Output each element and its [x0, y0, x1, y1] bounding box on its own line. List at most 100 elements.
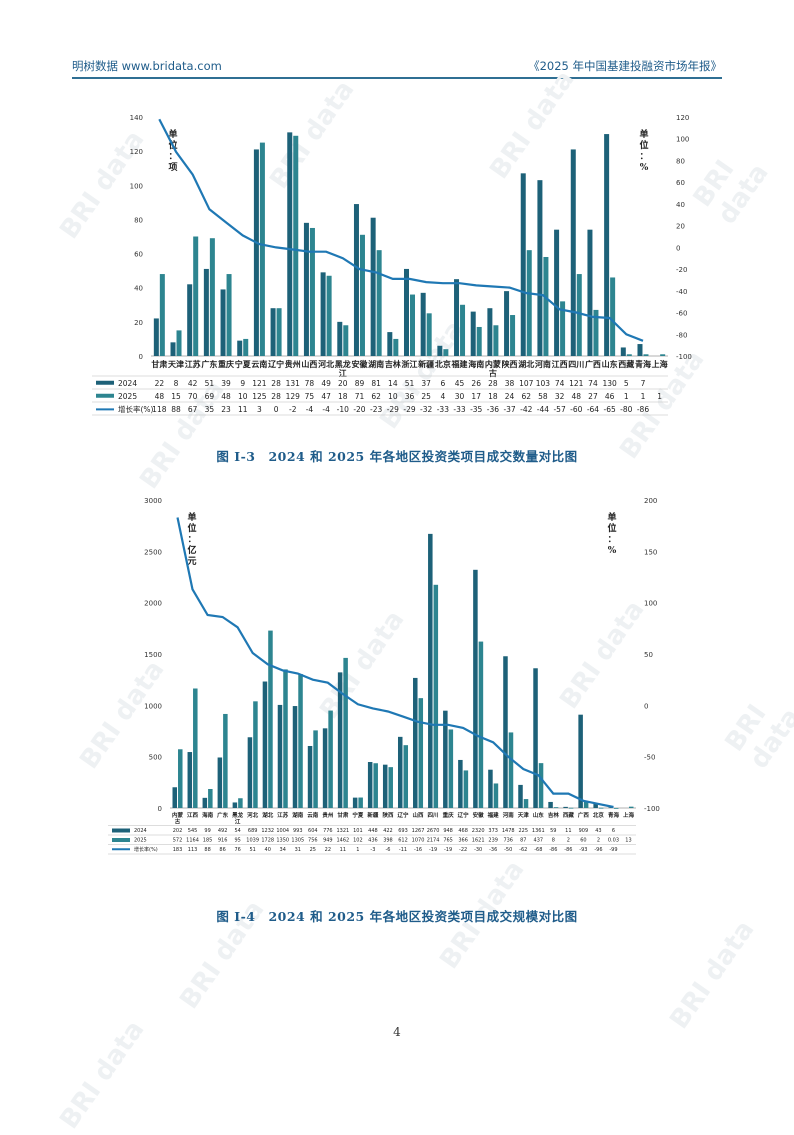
table-cell: 48 — [572, 392, 582, 401]
table-cell: -65 — [604, 405, 616, 414]
category-label: 西藏 — [563, 811, 575, 819]
category-label: 上海 — [623, 811, 635, 819]
bar-2024 — [153, 318, 159, 356]
category-label: 辽宁 — [268, 359, 284, 369]
table-cell: 31 — [295, 847, 301, 853]
bar-2024 — [217, 757, 223, 808]
table-cell: 572 — [173, 838, 183, 844]
bar-2025 — [410, 294, 416, 356]
bar-2025 — [433, 584, 439, 808]
bar-2025 — [593, 309, 599, 356]
bar-2024 — [287, 132, 293, 356]
table-cell: 51 — [405, 379, 415, 388]
table-cell: 8 — [552, 838, 555, 844]
table-cell: 448 — [368, 828, 378, 834]
table-cell: -36 — [489, 847, 497, 853]
table-cell: 48 — [155, 392, 165, 401]
category-label: 辽宁 — [458, 811, 470, 819]
bar-2024 — [593, 803, 598, 808]
table-cell: 76 — [234, 847, 240, 853]
bar-2024 — [454, 279, 460, 356]
y-tick-label: 40 — [134, 285, 143, 293]
bar-2024 — [303, 222, 309, 356]
bar-2025 — [613, 807, 619, 809]
y-tick-label: 2500 — [144, 548, 162, 556]
table-cell: -86 — [549, 847, 557, 853]
table-cell: 35 — [205, 405, 215, 414]
bar-2024 — [403, 268, 409, 356]
bar-2024 — [277, 704, 283, 808]
table-cell: -62 — [519, 847, 527, 853]
y-tick-label: 0 — [139, 353, 143, 361]
table-cell: -37 — [503, 405, 515, 414]
category-label: 湖南 — [368, 359, 384, 369]
category-label: 福建 — [451, 359, 469, 369]
category-label: 江苏 — [185, 359, 201, 369]
legend-label: 2024 — [134, 828, 147, 834]
table-cell: 36 — [405, 392, 415, 401]
table-cell: 11 — [238, 405, 248, 414]
table-cell: 51 — [205, 379, 215, 388]
table-cell: 25 — [421, 392, 431, 401]
table-cell: 1478 — [502, 828, 515, 834]
bar-2024 — [458, 759, 463, 808]
bar-2024 — [247, 737, 253, 808]
header-site: 明树数据 www.bridata.com — [72, 59, 222, 73]
category-label: 宁夏 — [235, 359, 252, 369]
category-label: 甘肃 — [337, 811, 349, 819]
table-cell: 10 — [238, 392, 248, 401]
y-tick-label: 120 — [130, 148, 143, 156]
table-cell: -30 — [474, 847, 482, 853]
bar-2025 — [238, 798, 243, 808]
table-cell: -22 — [459, 847, 467, 853]
bar-2024 — [203, 268, 209, 356]
bar-2024 — [397, 736, 403, 808]
bar-2025 — [343, 657, 348, 808]
table-cell: 45 — [455, 379, 465, 388]
category-label: 广东 — [201, 359, 217, 369]
bar-2025 — [259, 142, 265, 356]
category-label: 黑龙江 — [232, 811, 244, 826]
category-label: 陕西 — [382, 811, 394, 819]
category-label: 江西 — [552, 359, 568, 369]
y2-axis-label-char: % — [640, 163, 649, 173]
table-cell: 366 — [458, 838, 468, 844]
category-label: 山西 — [413, 811, 425, 819]
table-cell: 916 — [218, 838, 228, 844]
bar-2024 — [413, 677, 418, 808]
y-tick-label: 1500 — [144, 651, 162, 659]
table-cell: 75 — [305, 392, 315, 401]
table-cell: -3 — [370, 847, 375, 853]
category-label: 湖北 — [518, 359, 534, 369]
bar-2024 — [237, 340, 243, 356]
table-cell: 28 — [271, 379, 281, 388]
bar-2025 — [226, 274, 232, 356]
bar-2025 — [560, 301, 566, 356]
table-cell: 95 — [234, 838, 240, 844]
table-cell: -80 — [620, 405, 632, 414]
table-cell: 48 — [221, 392, 231, 401]
y2-axis-label-char: 位 — [639, 139, 648, 151]
table-cell: 1004 — [276, 828, 289, 834]
bar-2025 — [328, 710, 333, 808]
bar-2025 — [403, 745, 409, 808]
y2-tick-label: -100 — [676, 353, 692, 361]
table-cell: 102 — [353, 838, 363, 844]
table-cell: 468 — [458, 828, 468, 834]
table-cell: 1361 — [532, 828, 545, 834]
table-cell: -20 — [353, 405, 365, 414]
table-cell: -99 — [609, 847, 617, 853]
table-cell: 27 — [588, 392, 598, 401]
bar-2025 — [478, 641, 484, 808]
table-cell: 101 — [353, 828, 363, 834]
legend-swatch-0 — [112, 828, 130, 833]
table-cell: 18 — [488, 392, 498, 401]
table-cell: 118 — [152, 405, 167, 414]
y-tick-label: 100 — [130, 182, 143, 190]
y2-tick-label: -100 — [644, 805, 660, 813]
table-cell: 40 — [265, 847, 271, 853]
table-cell: 30 — [455, 392, 465, 401]
table-cell: 121 — [569, 379, 584, 388]
bar-2024 — [637, 344, 643, 356]
bar-2024 — [443, 710, 448, 808]
